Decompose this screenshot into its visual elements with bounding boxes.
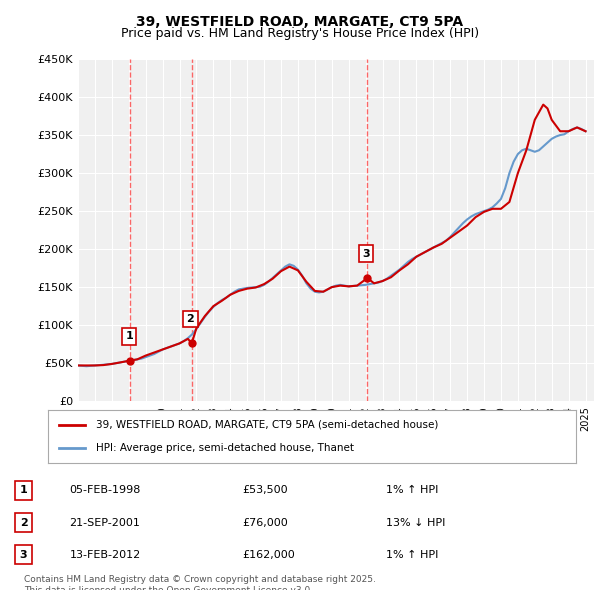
Text: Price paid vs. HM Land Registry's House Price Index (HPI): Price paid vs. HM Land Registry's House … xyxy=(121,27,479,40)
Text: HPI: Average price, semi-detached house, Thanet: HPI: Average price, semi-detached house,… xyxy=(95,443,353,453)
Text: £162,000: £162,000 xyxy=(242,550,295,560)
Text: 39, WESTFIELD ROAD, MARGATE, CT9 5PA: 39, WESTFIELD ROAD, MARGATE, CT9 5PA xyxy=(136,15,464,29)
Text: 2: 2 xyxy=(20,517,28,527)
Text: 1% ↑ HPI: 1% ↑ HPI xyxy=(386,486,439,496)
Text: 39, WESTFIELD ROAD, MARGATE, CT9 5PA (semi-detached house): 39, WESTFIELD ROAD, MARGATE, CT9 5PA (se… xyxy=(95,420,438,430)
Text: Contains HM Land Registry data © Crown copyright and database right 2025.
This d: Contains HM Land Registry data © Crown c… xyxy=(24,575,376,590)
Text: 3: 3 xyxy=(362,249,370,259)
Text: £53,500: £53,500 xyxy=(242,486,288,496)
Text: 2: 2 xyxy=(187,314,194,324)
Text: 1: 1 xyxy=(125,331,133,341)
Text: £76,000: £76,000 xyxy=(242,517,288,527)
Text: 21-SEP-2001: 21-SEP-2001 xyxy=(70,517,140,527)
Text: 13-FEB-2012: 13-FEB-2012 xyxy=(70,550,141,560)
Text: 1% ↑ HPI: 1% ↑ HPI xyxy=(386,550,439,560)
Text: 3: 3 xyxy=(20,550,28,560)
Text: 1: 1 xyxy=(20,486,28,496)
Text: 13% ↓ HPI: 13% ↓ HPI xyxy=(386,517,446,527)
Text: 05-FEB-1998: 05-FEB-1998 xyxy=(70,486,141,496)
